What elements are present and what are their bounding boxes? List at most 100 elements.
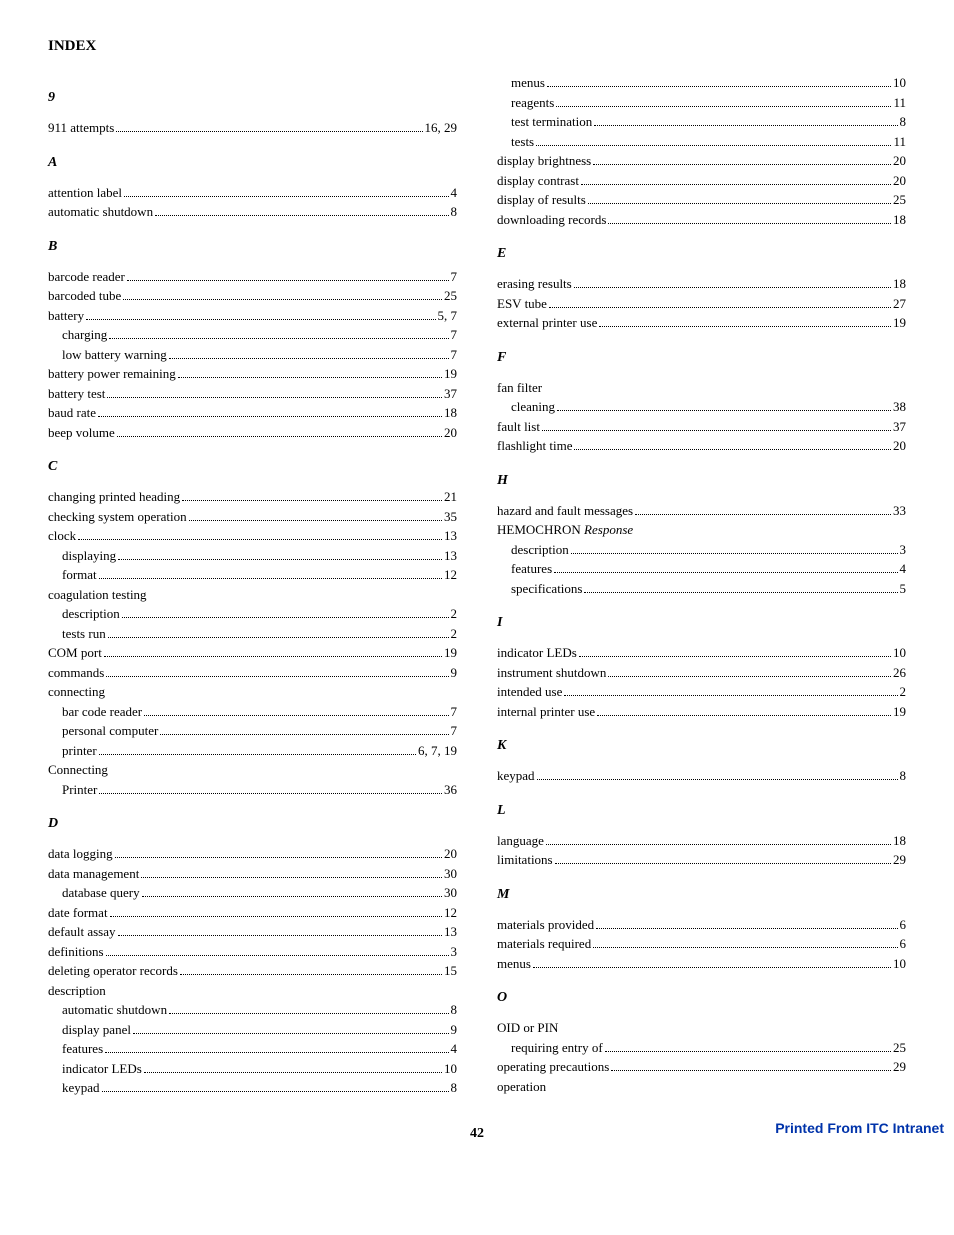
index-heading: HEMOCHRON Response bbox=[497, 520, 906, 540]
entry-page: 10 bbox=[893, 643, 906, 663]
entry-page: 20 bbox=[893, 436, 906, 456]
index-entry: battery power remaining19 bbox=[48, 364, 457, 384]
index-entry: default assay13 bbox=[48, 922, 457, 942]
entry-label: erasing results bbox=[497, 274, 572, 294]
entry-label: test termination bbox=[511, 112, 592, 132]
entry-page: 6 bbox=[900, 915, 907, 935]
entry-label: checking system operation bbox=[48, 507, 187, 527]
entry-page: 19 bbox=[444, 643, 457, 663]
index-heading: OID or PIN bbox=[497, 1018, 906, 1038]
entry-label: attention label bbox=[48, 183, 122, 203]
entry-page: 20 bbox=[444, 844, 457, 864]
entry-label: printer bbox=[62, 741, 97, 761]
leader-dots bbox=[99, 578, 442, 579]
index-entry: attention label4 bbox=[48, 183, 457, 203]
entry-label: indicator LEDs bbox=[497, 643, 577, 663]
index-entry: bar code reader7 bbox=[48, 702, 457, 722]
entry-label: description bbox=[62, 604, 120, 624]
index-page: INDEX 9911 attempts16, 29Aattention labe… bbox=[0, 0, 954, 1142]
index-entry: beep volume20 bbox=[48, 423, 457, 443]
entry-page: 9 bbox=[451, 1020, 458, 1040]
index-entry: reagents11 bbox=[497, 93, 906, 113]
entry-page: 18 bbox=[893, 210, 906, 230]
index-entry: cleaning38 bbox=[497, 397, 906, 417]
index-entry: tests11 bbox=[497, 132, 906, 152]
entry-page: 13 bbox=[444, 546, 457, 566]
index-entry: operating precautions29 bbox=[497, 1057, 906, 1077]
entry-label: display panel bbox=[62, 1020, 131, 1040]
index-entry: automatic shutdown8 bbox=[48, 202, 457, 222]
section-letter: E bbox=[497, 243, 906, 264]
index-entry: barcoded tube25 bbox=[48, 286, 457, 306]
index-entry: indicator LEDs 10 bbox=[497, 643, 906, 663]
entry-label: low battery warning bbox=[62, 345, 167, 365]
entry-page: 15 bbox=[444, 961, 457, 981]
entry-page: 8 bbox=[451, 202, 458, 222]
entry-label: keypad bbox=[62, 1078, 100, 1098]
index-entry: definitions3 bbox=[48, 942, 457, 962]
entry-label: tests bbox=[511, 132, 534, 152]
section-letter: F bbox=[497, 347, 906, 368]
leader-dots bbox=[115, 857, 442, 858]
entry-page: 2 bbox=[900, 682, 907, 702]
index-entry: hazard and fault messages33 bbox=[497, 501, 906, 521]
index-heading: fan filter bbox=[497, 378, 906, 398]
entry-label: deleting operator records bbox=[48, 961, 178, 981]
index-entry: low battery warning7 bbox=[48, 345, 457, 365]
leader-dots bbox=[533, 967, 891, 968]
entry-label: tests run bbox=[62, 624, 106, 644]
section-letter: B bbox=[48, 236, 457, 257]
entry-page: 29 bbox=[893, 1057, 906, 1077]
leader-dots bbox=[547, 86, 891, 87]
leader-dots bbox=[98, 416, 442, 417]
section-letter: M bbox=[497, 884, 906, 905]
index-entry: keypad8 bbox=[497, 766, 906, 786]
leader-dots bbox=[571, 553, 898, 554]
right-column: menus10reagents11test termination8tests1… bbox=[497, 73, 906, 1098]
entry-label: specifications bbox=[511, 579, 582, 599]
entry-label: clock bbox=[48, 526, 76, 546]
index-entry: ESV tube27 bbox=[497, 294, 906, 314]
entry-label: menus bbox=[497, 954, 531, 974]
entry-label: changing printed heading bbox=[48, 487, 180, 507]
entry-page: 7 bbox=[451, 721, 458, 741]
section-letter: K bbox=[497, 735, 906, 756]
index-entry: commands9 bbox=[48, 663, 457, 683]
index-heading: description bbox=[48, 981, 457, 1001]
leader-dots bbox=[579, 656, 891, 657]
entry-page: 35 bbox=[444, 507, 457, 527]
entry-page: 7 bbox=[451, 702, 458, 722]
entry-label: battery power remaining bbox=[48, 364, 176, 384]
entry-label: automatic shutdown bbox=[62, 1000, 167, 1020]
entry-label: barcoded tube bbox=[48, 286, 121, 306]
index-entry: deleting operator records 15 bbox=[48, 961, 457, 981]
leader-dots bbox=[536, 145, 891, 146]
leader-dots bbox=[608, 223, 891, 224]
entry-label: definitions bbox=[48, 942, 104, 962]
entry-label: battery bbox=[48, 306, 84, 326]
leader-dots bbox=[593, 164, 891, 165]
entry-page: 30 bbox=[444, 883, 457, 903]
entry-label: features bbox=[62, 1039, 103, 1059]
index-entry: display panel 9 bbox=[48, 1020, 457, 1040]
entry-page: 8 bbox=[451, 1000, 458, 1020]
entry-page: 36 bbox=[444, 780, 457, 800]
entry-label: format bbox=[62, 565, 97, 585]
leader-dots bbox=[549, 307, 891, 308]
index-entry: features4 bbox=[497, 559, 906, 579]
entry-page: 10 bbox=[893, 954, 906, 974]
entry-page: 7 bbox=[451, 325, 458, 345]
leader-dots bbox=[593, 947, 897, 948]
entry-label: baud rate bbox=[48, 403, 96, 423]
index-entry: menus10 bbox=[497, 73, 906, 93]
entry-label: date format bbox=[48, 903, 108, 923]
index-entry: fault list37 bbox=[497, 417, 906, 437]
index-entry: 911 attempts16, 29 bbox=[48, 118, 457, 138]
leader-dots bbox=[116, 131, 422, 132]
leader-dots bbox=[542, 430, 891, 431]
entry-page: 12 bbox=[444, 903, 457, 923]
entry-page: 5 bbox=[900, 579, 907, 599]
leader-dots bbox=[546, 844, 891, 845]
leader-dots bbox=[78, 539, 442, 540]
index-entry: tests run2 bbox=[48, 624, 457, 644]
